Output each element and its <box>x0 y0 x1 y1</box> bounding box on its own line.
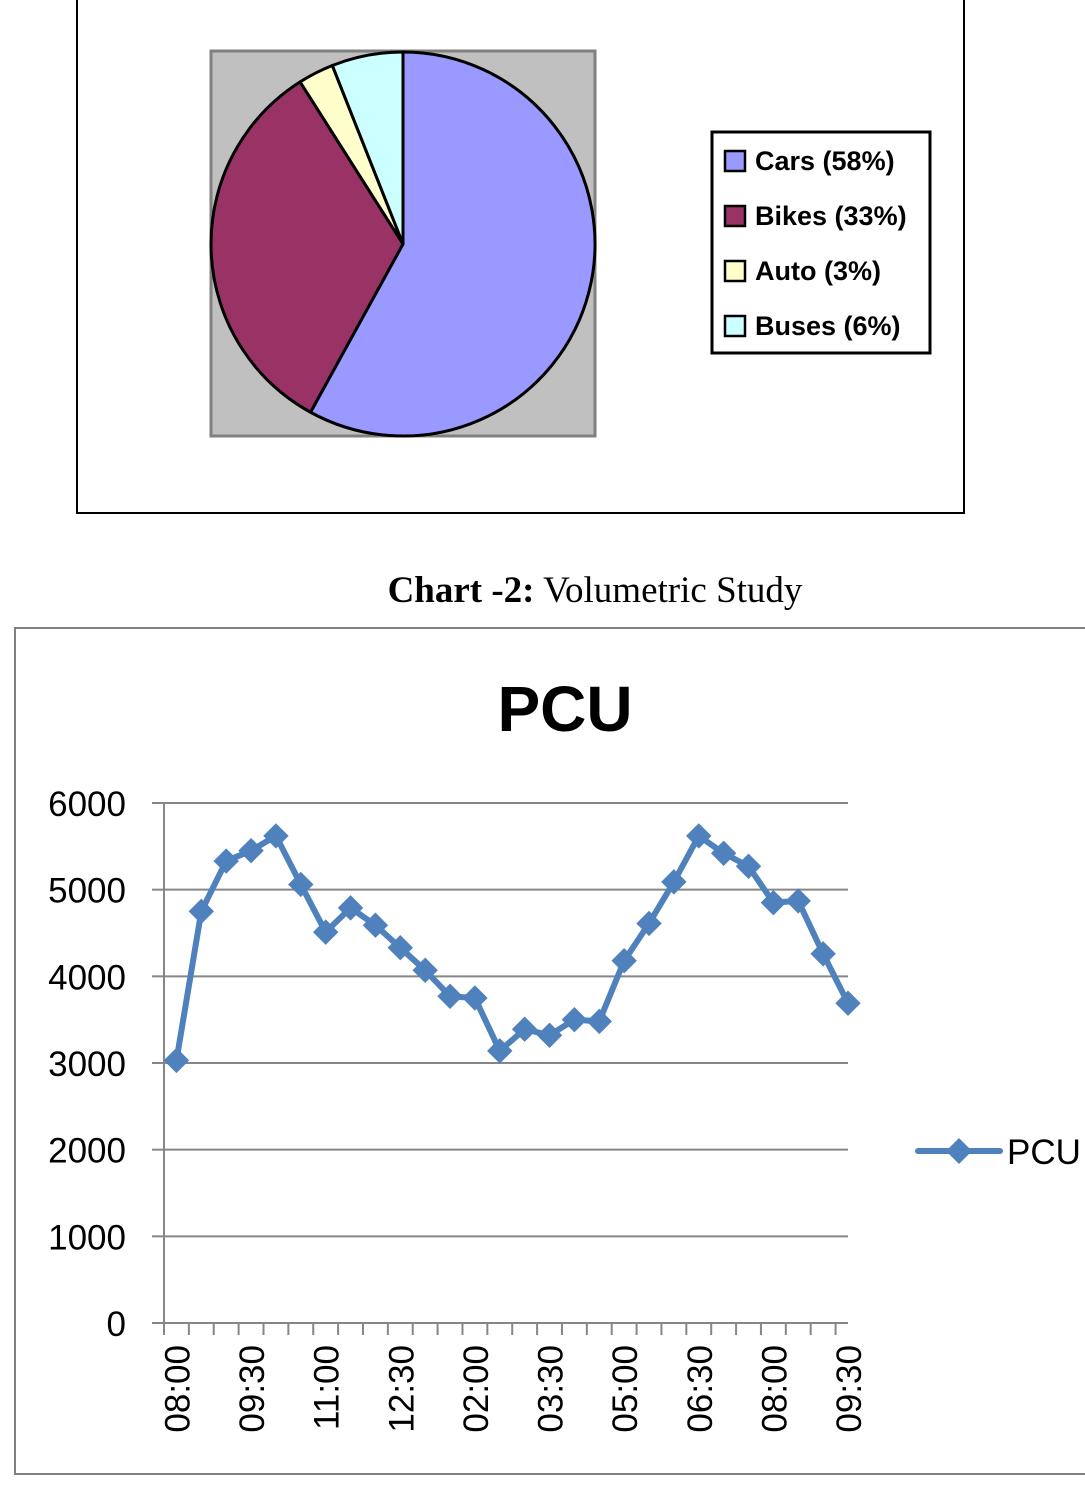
y-tick-label: 0 <box>107 1305 126 1344</box>
x-tick-label: 02:00 <box>457 1345 496 1433</box>
x-tick-label: 08:00 <box>158 1345 197 1433</box>
pie-legend: Cars (58%) Bikes (33%) Auto (3%) Buses (6%) <box>723 146 907 341</box>
x-tick-label: 09:30 <box>233 1345 272 1433</box>
line-chart: PCU 0 1000 2000 3000 4000 5000 6000 08:00 09:30 1… <box>14 627 1085 1475</box>
data-point-marker <box>686 823 712 849</box>
x-tick-label: 05:00 <box>606 1345 645 1433</box>
line-series <box>163 823 861 1074</box>
data-point-marker <box>462 985 488 1011</box>
pie-chart: Cars (58%) Bikes (33%) Auto (3%) Buses (6%) <box>76 0 965 514</box>
x-tick-label: 11:00 <box>308 1345 347 1430</box>
data-point-marker <box>312 919 339 945</box>
line-grid <box>164 802 848 1238</box>
legend-swatch <box>723 204 747 228</box>
legend-label: Buses (6%) <box>755 311 901 341</box>
data-point-marker <box>661 869 687 895</box>
x-tick-label: 12:30 <box>382 1345 421 1433</box>
x-tick-label: 08:00 <box>755 1345 794 1433</box>
data-point-marker <box>238 837 264 864</box>
data-point-marker <box>163 1047 190 1074</box>
data-point-marker <box>785 888 811 914</box>
line-chart-frame <box>14 627 1085 1475</box>
series-line <box>173 832 851 1064</box>
legend-label: Bikes (33%) <box>755 201 907 231</box>
legend-swatch <box>723 314 747 338</box>
legend-marker <box>946 1138 972 1164</box>
data-point-marker <box>213 848 239 874</box>
pie-slices <box>209 50 597 438</box>
data-point-marker <box>611 948 637 974</box>
y-tick-label: 2000 <box>48 1132 126 1171</box>
x-tick-label: 03:30 <box>532 1345 571 1433</box>
data-point-marker <box>362 912 389 938</box>
y-tick-label: 5000 <box>48 872 126 911</box>
data-point-marker <box>760 889 787 916</box>
data-point-marker <box>412 957 438 983</box>
x-tick-label: 06:30 <box>681 1345 720 1433</box>
data-point-marker <box>288 871 314 898</box>
data-point-marker <box>487 1038 513 1064</box>
y-tick-label: 6000 <box>48 785 126 824</box>
legend-label: Auto (3%) <box>755 256 881 286</box>
data-point-marker <box>810 941 836 967</box>
y-tick-label: 4000 <box>48 958 126 997</box>
data-point-marker <box>561 1006 588 1033</box>
caption-label: Chart -2: <box>388 570 535 611</box>
pie-slice <box>309 50 597 438</box>
caption-text: Volumetric Study <box>535 570 803 611</box>
data-point-marker <box>710 840 737 866</box>
data-point-marker <box>437 983 463 1009</box>
data-point-marker <box>636 910 662 937</box>
legend-swatch <box>723 259 747 283</box>
data-point-marker <box>337 895 364 921</box>
data-point-marker <box>835 990 861 1016</box>
line-legend: PCU <box>915 1133 1081 1172</box>
pie-slice <box>330 50 405 246</box>
x-tick-label: 09:30 <box>830 1345 869 1433</box>
pie-legend-box <box>710 130 932 355</box>
legend-label: Cars (58%) <box>755 146 895 176</box>
data-point-marker <box>536 1022 563 1048</box>
y-tick-label: 3000 <box>48 1045 126 1084</box>
data-point-marker <box>586 1008 612 1035</box>
pie-slice <box>209 80 405 414</box>
data-point-marker <box>387 935 413 961</box>
data-point-marker <box>735 853 762 879</box>
data-point-marker <box>511 1016 538 1042</box>
line-chart-title: PCU <box>497 673 632 745</box>
legend-label: PCU <box>1007 1133 1081 1172</box>
data-point-marker <box>263 823 289 849</box>
legend-swatch <box>723 149 747 173</box>
data-point-marker <box>188 898 215 925</box>
line-axes: 0 1000 2000 3000 4000 5000 6000 08:00 09:30 11:00… <box>48 785 869 1433</box>
figure-caption: Chart -2: Volumetric Study <box>388 570 803 611</box>
y-tick-label: 1000 <box>48 1218 126 1257</box>
